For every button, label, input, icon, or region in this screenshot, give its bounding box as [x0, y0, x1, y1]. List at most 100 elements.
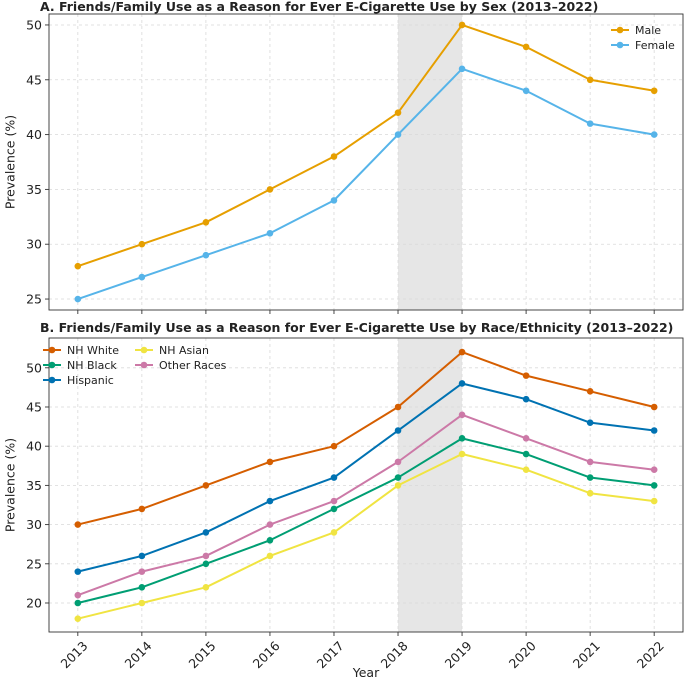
legend-marker-nh-asian: [140, 346, 148, 354]
data-point-female: [458, 65, 466, 73]
data-point-other-races: [458, 411, 466, 419]
legend-marker-female: [616, 41, 624, 49]
legend-label-hispanic: Hispanic: [67, 374, 114, 387]
legend-label-nh-asian: NH Asian: [159, 344, 209, 357]
legend-marker-other-races: [140, 361, 148, 369]
data-point-nh-black: [458, 435, 466, 442]
panel-a-sex: 25 30 35 40 45 50 A. Friends/Family Use as a R…: [2, 0, 684, 314]
panel-b-race-ethnicity: 20 25 30 35 40 45 50 2013 2014 2015 2016 2017 2018 20…: [2, 320, 684, 680]
data-point-other-races: [650, 466, 658, 474]
data-point-nh-asian: [138, 599, 146, 607]
series-line-nh-asian: [77, 453, 655, 620]
data-point-female: [586, 120, 594, 127]
data-point-nh-black: [74, 599, 82, 607]
y-tick-label: 20: [26, 595, 42, 610]
data-point-other-races: [74, 591, 82, 599]
data-point-hispanic: [394, 427, 402, 434]
data-point-nh-white: [522, 372, 530, 379]
data-point-male: [202, 218, 210, 226]
x-tick-label: 2021: [570, 638, 603, 671]
x-tick-label: 2017: [314, 638, 347, 671]
data-point-nh-white: [266, 458, 274, 466]
data-point-male: [522, 43, 530, 51]
data-point-male: [586, 76, 594, 84]
data-point-nh-asian: [650, 497, 658, 505]
data-point-female: [266, 229, 274, 237]
panel-title: A. Friends/Family Use as a Reason for Ev…: [40, 0, 598, 14]
y-tick-label: 35: [26, 182, 42, 197]
data-point-nh-asian: [586, 489, 594, 497]
data-point-male: [138, 240, 146, 248]
y-axis-label: Prevalence (%): [2, 438, 17, 532]
legend-label-nh-white: NH White: [67, 344, 119, 357]
y-tick-label: 30: [26, 517, 42, 532]
data-point-nh-black: [138, 584, 146, 591]
data-point-other-races: [522, 435, 530, 442]
x-axis-label: Year: [352, 665, 380, 680]
y-tick-label: 30: [26, 237, 42, 252]
legend-marker-nh-white: [48, 346, 56, 354]
series-line-female: [77, 67, 655, 300]
data-point-hispanic: [138, 552, 146, 560]
data-point-nh-white: [138, 505, 146, 513]
legend-marker-male: [616, 26, 624, 34]
y-tick-label: 45: [26, 399, 42, 414]
data-point-nh-black: [330, 505, 338, 513]
data-point-nh-asian: [522, 466, 530, 474]
data-point-male: [266, 186, 274, 193]
highlight-band: [398, 14, 463, 310]
x-tick-label: 2022: [634, 638, 667, 671]
x-tick-label: 2016: [250, 638, 283, 671]
data-point-nh-asian: [202, 584, 210, 591]
series-line-other-races: [77, 413, 655, 597]
data-point-nh-white: [650, 403, 658, 411]
data-point-hispanic: [202, 529, 210, 536]
data-point-nh-white: [458, 348, 466, 356]
data-point-hispanic: [330, 474, 338, 481]
legend-label-female: Female: [635, 39, 675, 52]
y-tick-label: 25: [26, 292, 42, 307]
data-point-nh-asian: [394, 482, 402, 489]
series-line-nh-black: [77, 437, 655, 604]
legend-label-male: Male: [635, 24, 661, 37]
data-point-nh-asian: [74, 615, 82, 622]
data-point-other-races: [330, 497, 338, 505]
data-point-male: [394, 109, 402, 116]
data-point-nh-white: [74, 521, 82, 528]
data-point-nh-white: [586, 388, 594, 395]
data-point-hispanic: [458, 380, 466, 387]
x-tick-label: 2014: [122, 638, 155, 671]
data-point-other-races: [586, 458, 594, 466]
x-tick-label: 2015: [186, 638, 219, 671]
data-point-female: [650, 131, 658, 138]
legend-label-nh-black: NH Black: [67, 359, 117, 372]
data-point-female: [138, 273, 146, 281]
legend-label-other-races: Other Races: [159, 359, 227, 372]
data-point-hispanic: [266, 497, 274, 505]
data-point-nh-black: [394, 474, 402, 481]
x-tick-label: 2013: [57, 638, 90, 671]
data-point-hispanic: [74, 568, 82, 575]
y-tick-label: 50: [26, 360, 42, 375]
data-point-female: [522, 87, 530, 95]
plot-frame: [48, 13, 684, 311]
y-axis-label: Prevalence (%): [2, 115, 17, 209]
data-point-other-races: [202, 552, 210, 560]
data-point-nh-asian: [330, 529, 338, 536]
data-point-nh-black: [522, 450, 530, 458]
data-point-other-races: [138, 568, 146, 575]
data-point-hispanic: [586, 419, 594, 426]
x-tick-label: 2018: [378, 638, 411, 671]
data-point-nh-black: [586, 474, 594, 481]
y-tick-label: 40: [26, 439, 42, 454]
data-point-male: [74, 262, 82, 270]
data-point-other-races: [394, 458, 402, 466]
data-point-nh-black: [266, 536, 274, 544]
series-line-hispanic: [77, 382, 655, 573]
data-point-nh-white: [394, 403, 402, 411]
data-point-hispanic: [650, 427, 658, 434]
series-line-nh-white: [77, 351, 655, 526]
y-tick-label: 35: [26, 478, 42, 493]
y-tick-label: 50: [26, 17, 42, 32]
data-point-female: [330, 197, 338, 204]
